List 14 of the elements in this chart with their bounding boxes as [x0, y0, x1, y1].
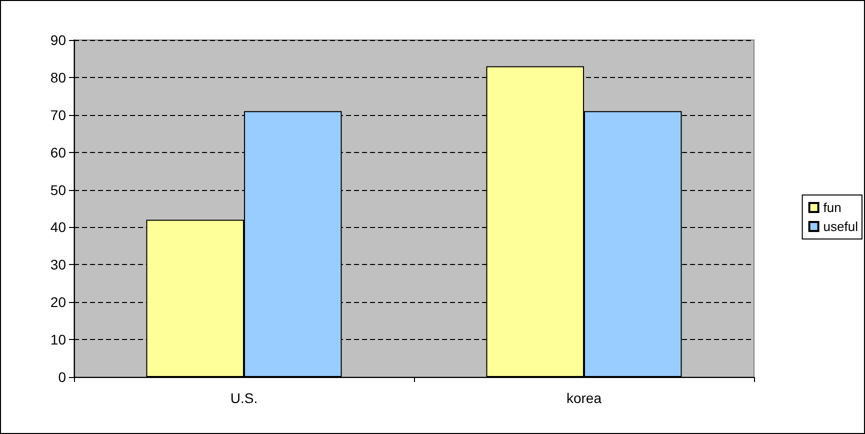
y-tick-label: 50: [50, 182, 66, 198]
y-tick-label: 0: [58, 369, 66, 385]
y-tick-label: 60: [50, 144, 66, 160]
y-tick-label: 70: [50, 106, 66, 123]
legend-label: useful: [823, 219, 858, 234]
y-tick-label: 80: [50, 69, 66, 86]
y-tick-label: 90: [50, 32, 66, 48]
legend-label: fun: [823, 200, 842, 215]
y-tick-label: 10: [50, 332, 66, 348]
x-tick-label: U.S.: [230, 390, 258, 406]
y-tick-label: 30: [50, 256, 66, 273]
y-tick-label: 40: [50, 219, 66, 236]
x-tick-label: korea: [566, 390, 602, 406]
y-tick-label: 20: [50, 294, 66, 310]
